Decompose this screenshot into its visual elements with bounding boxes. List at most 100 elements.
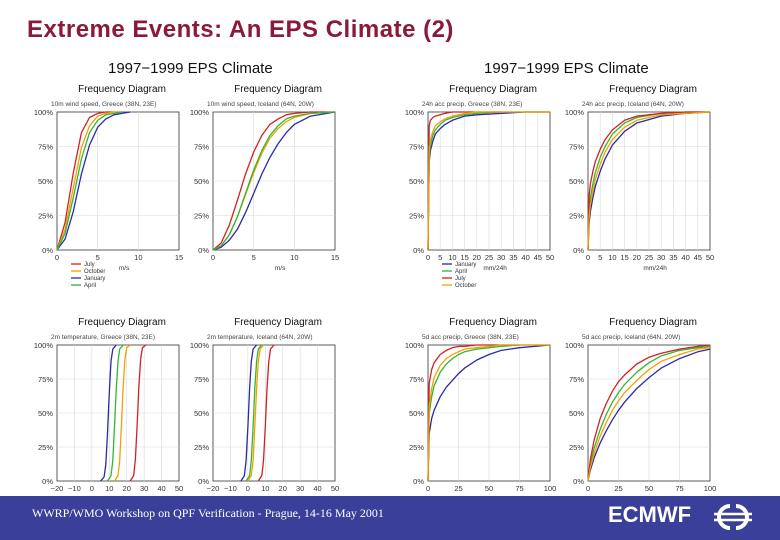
accprecip-greece-y-tick-label: 25% <box>409 443 424 452</box>
precip-greece-series-july <box>427 111 502 251</box>
precip-greece-x-tick-label: 50 <box>546 253 554 262</box>
precip-greece-x-tick-label: 15 <box>460 253 468 262</box>
precip-greece-subtitle: 24h acc precip, Greece (38N, 23E) <box>422 101 522 108</box>
temp-greece-x-tick-label: 20 <box>123 484 131 493</box>
accprecip-iceland-y-tick-label: 75% <box>569 375 584 384</box>
precip-iceland-y-tick-label: 25% <box>569 212 584 221</box>
accprecip-greece-series-january <box>427 344 551 482</box>
temp-greece-y-tick-label: 25% <box>38 443 53 452</box>
precip-iceland-series-january <box>587 111 711 251</box>
wind-greece-subtitle: 10m wind speed, Greece (38N, 23E) <box>51 101 157 108</box>
wind-greece-y-tick-label: 50% <box>38 177 53 186</box>
wind-iceland-series-april <box>212 111 336 251</box>
temp-iceland-x-tick-label: 0 <box>246 484 250 493</box>
precip-iceland-y-tick-label: 100% <box>565 108 585 117</box>
precip-greece-legend-label: April <box>455 269 467 275</box>
wind-greece-y-tick-label: 100% <box>34 108 54 117</box>
temp-greece-y-tick-label: 50% <box>38 409 53 418</box>
wind-greece-x-tick-label: 15 <box>175 253 183 262</box>
wind-iceland-series-july <box>212 111 335 251</box>
temp-greece-series-april <box>106 344 124 482</box>
wind-iceland-x-tick-label: 15 <box>331 253 339 262</box>
accprecip-greece-y-tick-label: 75% <box>409 375 424 384</box>
wind-greece-title: Frequency Diagram <box>78 84 166 95</box>
precip-greece-x-tick-label: 0 <box>426 253 430 262</box>
wind-greece-x-tick-label: 5 <box>96 253 100 262</box>
accprecip-greece-x-tick-label: 0 <box>426 484 430 493</box>
temp-iceland-series-january <box>240 344 258 482</box>
temp-greece-series-july <box>129 344 147 482</box>
wind-greece-x-label: m/s <box>119 265 130 272</box>
precip-iceland-y-tick-label: 0% <box>573 246 584 255</box>
wind-greece-y-tick-label: 0% <box>42 246 53 255</box>
accprecip-iceland-series-april <box>587 345 711 482</box>
precip-iceland-x-tick-label: 25 <box>645 253 653 262</box>
temp-iceland-x-tick-label: 30 <box>296 484 304 493</box>
precip-iceland-series-july <box>587 111 710 251</box>
precip-greece-y-tick-label: 50% <box>409 177 424 186</box>
temp-iceland-y-tick-label: 100% <box>190 341 210 350</box>
precip-greece-y-tick-label: 25% <box>409 212 424 221</box>
precip-iceland-y-tick-label: 50% <box>569 177 584 186</box>
accprecip-greece-x-tick-label: 50 <box>485 484 493 493</box>
precip-greece-x-label: mm/24h <box>483 265 507 272</box>
climate-title-left: 1997−1999 EPS Climate <box>108 60 273 77</box>
accprecip-iceland-y-tick-label: 100% <box>565 341 585 350</box>
temp-greece-y-tick-label: 0% <box>42 477 53 486</box>
accprecip-greece-x-tick-label: 25 <box>454 484 462 493</box>
temp-iceland-series-july <box>257 344 275 482</box>
precip-iceland-subtitle: 24h acc precip, Iceland (64N, 20W) <box>582 101 684 108</box>
precip-iceland-x-tick-label: 35 <box>669 253 677 262</box>
wind-iceland-title: Frequency Diagram <box>234 84 322 95</box>
temp-greece-x-tick-label: 40 <box>157 484 165 493</box>
wind-iceland-y-tick-label: 75% <box>194 143 209 152</box>
precip-iceland-y-tick-label: 75% <box>569 143 584 152</box>
ecmwf-logo-icon <box>714 504 752 530</box>
wind-iceland-subtitle: 10m wind speed, Iceland (64N, 20W) <box>207 101 314 108</box>
precip-greece-series-october <box>427 111 550 251</box>
precip-greece-x-tick-label: 40 <box>521 253 529 262</box>
wind-iceland-x-tick-label: 10 <box>290 253 298 262</box>
temp-greece-x-tick-label: −10 <box>68 484 81 493</box>
accprecip-greece-y-tick-label: 100% <box>405 341 425 350</box>
accprecip-greece-series-april <box>427 344 550 482</box>
wind-greece-legend-label: July <box>84 262 95 268</box>
climate-title-right: 1997−1999 EPS Climate <box>484 60 649 77</box>
wind-greece-series-october <box>56 111 123 251</box>
ecmwf-logo-text: ECMWF <box>608 502 692 527</box>
temp-iceland-series-april <box>245 344 263 482</box>
wind-iceland-x-tick-label: 0 <box>211 253 215 262</box>
accprecip-greece-series-july <box>427 344 520 482</box>
accprecip-greece-y-tick-label: 0% <box>413 477 424 486</box>
precip-iceland-x-tick-label: 30 <box>657 253 665 262</box>
temp-iceland-y-tick-label: 75% <box>194 375 209 384</box>
wind-iceland-x-label: m/s <box>275 265 286 272</box>
accprecip-iceland-x-tick-label: 0 <box>586 484 590 493</box>
wind-greece-series-january <box>56 111 131 251</box>
precip-iceland-series-october <box>587 111 711 251</box>
charts-canvas: Frequency Diagram 10m wind speed, Greece … <box>34 84 716 493</box>
temp-iceland-y-tick-label: 50% <box>194 409 209 418</box>
temp-greece-subtitle: 2m temperature, Greece (38N, 23E) <box>51 334 155 341</box>
accprecip-greece-subtitle: 5d acc precip, Greece (38N, 23E) <box>422 334 519 341</box>
precip-greece-x-tick-label: 10 <box>448 253 456 262</box>
temp-iceland-x-tick-label: 20 <box>279 484 287 493</box>
accprecip-iceland-y-tick-label: 0% <box>573 477 584 486</box>
wind-iceland-y-tick-label: 0% <box>198 246 209 255</box>
precip-iceland-x-tick-label: 50 <box>706 253 714 262</box>
accprecip-iceland-series-october <box>587 347 711 482</box>
precip-greece-x-tick-label: 25 <box>485 253 493 262</box>
temp-iceland-x-tick-label: −10 <box>224 484 237 493</box>
precip-iceland-x-tick-label: 20 <box>633 253 641 262</box>
temp-greece-x-tick-label: 30 <box>140 484 148 493</box>
wind-iceland-y-tick-label: 50% <box>194 177 209 186</box>
wind-iceland-series-january <box>212 111 336 251</box>
temp-iceland-title: Frequency Diagram <box>234 317 322 328</box>
temp-iceland-y-tick-label: 0% <box>198 477 209 486</box>
wind-greece-y-tick-label: 25% <box>38 212 53 221</box>
temp-iceland-subtitle: 2m temperature, Iceland (64N, 20W) <box>207 334 313 341</box>
wind-iceland-y-tick-label: 100% <box>190 108 210 117</box>
precip-greece-x-tick-label: 5 <box>438 253 442 262</box>
accprecip-iceland-series-july <box>587 344 711 482</box>
accprecip-greece-x-tick-label: 75 <box>515 484 523 493</box>
